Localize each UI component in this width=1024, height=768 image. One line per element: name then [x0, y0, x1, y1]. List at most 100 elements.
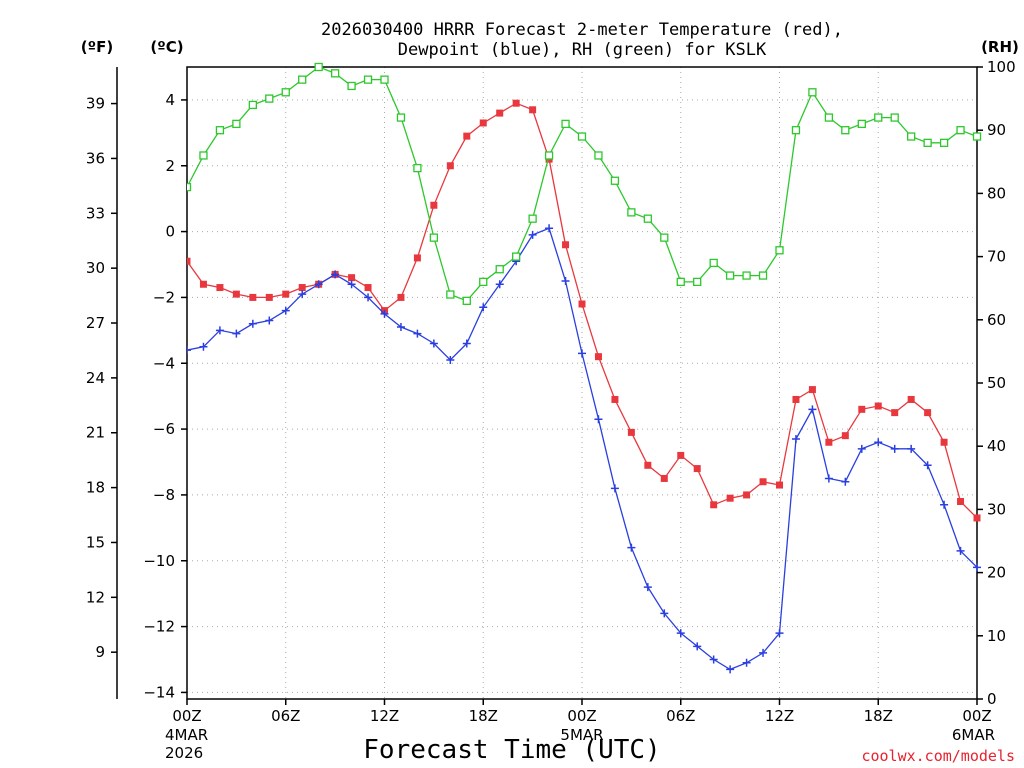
time-tick-date: 6MAR: [952, 726, 995, 744]
rh-tick-label: 10: [987, 627, 1006, 645]
temperature-point: [858, 405, 866, 413]
rh-point: [479, 277, 488, 287]
time-tick-label: 18Z: [469, 707, 498, 725]
temperature-point: [660, 474, 668, 482]
celsius-tick-label: −8: [153, 486, 175, 504]
rh-point: [232, 119, 241, 129]
time-tick-label: 00Z: [567, 707, 596, 725]
dewpoint-point: [742, 658, 751, 667]
fahrenheit-tick-label: 9: [95, 643, 105, 661]
dewpoint-point: [660, 609, 669, 618]
rh-tick-label: 100: [987, 58, 1016, 76]
temperature-point: [249, 293, 257, 301]
rh-point: [330, 69, 340, 78]
dewpoint-point: [265, 316, 274, 325]
dewpoint-point: [380, 309, 389, 318]
dewpoint-point: [940, 500, 949, 509]
rh-tick-label: 60: [987, 311, 1006, 329]
celsius-tick-label: −10: [143, 552, 175, 570]
rh-point: [841, 126, 850, 135]
rh-point: [610, 176, 620, 185]
rh-point: [429, 233, 439, 242]
temperature-point: [578, 300, 586, 308]
rh-point: [939, 138, 949, 147]
time-tick-label: 06Z: [666, 707, 695, 725]
rh-point: [725, 271, 735, 280]
temperature-point: [924, 409, 932, 417]
dewpoint-point: [199, 342, 208, 351]
fahrenheit-tick-label: 39: [86, 95, 105, 113]
temperature-point: [364, 284, 372, 292]
temperature-point: [973, 514, 981, 522]
celsius-tick-label: −12: [143, 618, 175, 636]
dewpoint-point: [331, 270, 340, 279]
rh-point: [528, 214, 537, 223]
temperature-point: [348, 274, 356, 282]
dewpoint-point: [413, 329, 422, 338]
dewpoint-point: [347, 280, 356, 289]
rh-tick-label: 30: [987, 500, 1006, 518]
rh-point: [512, 252, 521, 261]
temperature-point: [710, 501, 718, 509]
temperature-point: [907, 395, 915, 403]
rh-point: [643, 214, 652, 223]
dewpoint-point: [775, 629, 784, 638]
time-tick-label: 00Z: [962, 707, 991, 725]
celsius-tick-label: 2: [165, 157, 175, 175]
fahrenheit-tick-label: 36: [86, 149, 105, 167]
temperature-point: [743, 491, 751, 499]
rh-point: [561, 119, 570, 129]
fahrenheit-tick-label: 33: [86, 204, 105, 222]
rh-point: [874, 113, 883, 122]
dewpoint-point: [446, 355, 455, 364]
dewpoint-point: [907, 444, 916, 453]
rh-point: [281, 88, 290, 97]
dewpoint-point: [857, 444, 866, 453]
temperature-point: [562, 241, 570, 249]
rh-tick-label: 50: [987, 374, 1006, 392]
temperature-point: [463, 132, 471, 140]
credit-text: coolwx.com/models: [861, 747, 1015, 765]
time-tick-label: 18Z: [864, 707, 893, 725]
temperature-point: [282, 290, 290, 298]
dewpoint-point: [248, 319, 257, 328]
rh-point: [248, 100, 257, 110]
rh-point: [413, 163, 422, 173]
dewpoint-point: [528, 230, 537, 239]
dewpoint-point: [643, 583, 652, 592]
dewpoint-point: [808, 405, 817, 414]
temperature-point: [265, 293, 273, 301]
rh-tick-label: 80: [987, 184, 1006, 202]
grid-lines: [187, 67, 977, 699]
rh-axis-unit: (RH): [981, 38, 1019, 56]
temperature-point: [677, 451, 685, 459]
series-dewpoint: [187, 224, 981, 674]
rh-tick-label: 0: [987, 690, 997, 708]
rh-point: [758, 271, 768, 280]
fahrenheit-tick-label: 18: [86, 479, 105, 497]
temperature-point: [594, 353, 602, 361]
fahrenheit-ticks: 39 36 33 30 27 24 21 18 15 12 9: [86, 95, 117, 661]
rh-point: [857, 119, 866, 129]
time-tick-label: 12Z: [765, 707, 794, 725]
series-rh: [187, 62, 982, 305]
dewpoint-point: [841, 477, 850, 486]
temperature-point: [644, 461, 652, 469]
dewpoint-point: [298, 290, 307, 299]
temperature-point: [430, 201, 438, 209]
rh-point: [396, 113, 406, 122]
dewpoint-point: [923, 461, 932, 470]
celsius-tick-label: −4: [153, 354, 175, 372]
rh-point: [446, 290, 455, 299]
temperature-point: [627, 428, 635, 436]
fahrenheit-axis-unit: (ºF): [81, 38, 113, 56]
rh-tick-label: 20: [987, 564, 1006, 582]
temperature-point: [479, 119, 487, 127]
temperature-point: [298, 284, 306, 292]
dewpoint-point: [956, 546, 965, 555]
dewpoint-point: [890, 444, 899, 453]
temperature-point: [397, 293, 405, 301]
dewpoint-point: [187, 346, 191, 355]
